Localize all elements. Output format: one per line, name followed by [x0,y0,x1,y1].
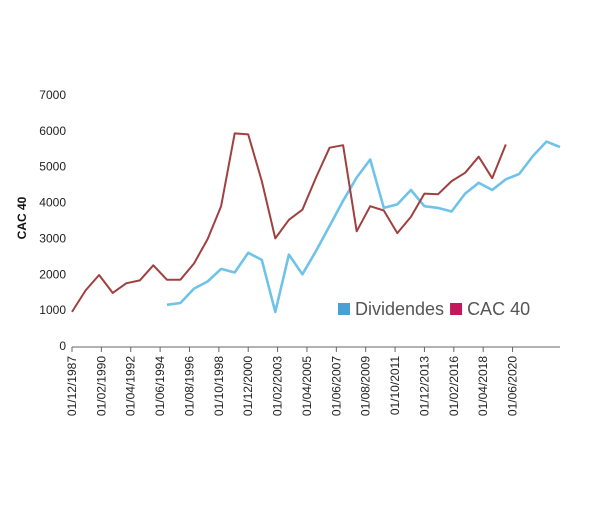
y-tick-label: 0 [59,339,66,353]
legend-swatch [338,303,350,315]
x-tick-label: 01/06/1994 [153,356,167,416]
series-line-cac-40 [71,132,507,313]
x-tick-label: 01/12/2013 [417,356,431,416]
y-axis: 0 1000 2000 3000 4000 5000 6000 7000 [39,88,66,353]
x-tick-label: 01/06/2020 [506,356,520,416]
x-tick-label: 01/04/2005 [300,356,314,416]
y-tick-label: 4000 [39,196,66,210]
x-tick-label: 01/12/2000 [241,356,255,416]
legend: Dividendes CAC 40 [338,299,530,319]
x-tick-label: 01/02/2016 [447,356,461,416]
y-tick-label: 5000 [39,160,66,174]
y-tick-label: 7000 [39,88,66,102]
y-tick-label: 6000 [39,124,66,138]
series-line-dividendes [166,140,561,314]
series-layer [71,132,561,314]
legend-swatch [450,303,463,315]
x-tick-label: 01/06/2007 [329,356,343,416]
x-tick-label: 01/08/1996 [182,356,196,416]
y-tick-label: 1000 [39,303,66,317]
legend-label: CAC 40 [467,299,530,319]
x-tick-label: 01/04/1992 [124,356,138,416]
x-tick-label: 01/10/2011 [388,356,402,415]
x-tick-label: 01/04/2018 [476,356,490,416]
y-tick-label: 3000 [39,231,66,245]
legend-label: Dividendes [355,299,444,319]
x-tick-label: 01/02/1990 [94,356,108,416]
x-axis: 01/12/1987 01/02/1990 01/04/1992 01/06/1994… [65,346,560,416]
x-tick-label: 01/10/1998 [212,356,226,416]
y-axis-label: CAC 40 [15,196,29,239]
x-tick-label: 01/02/2003 [271,356,285,416]
x-tick-label: 01/12/1987 [65,356,79,416]
y-tick-label: 2000 [39,267,66,281]
x-tick-label: 01/08/2009 [359,356,373,416]
